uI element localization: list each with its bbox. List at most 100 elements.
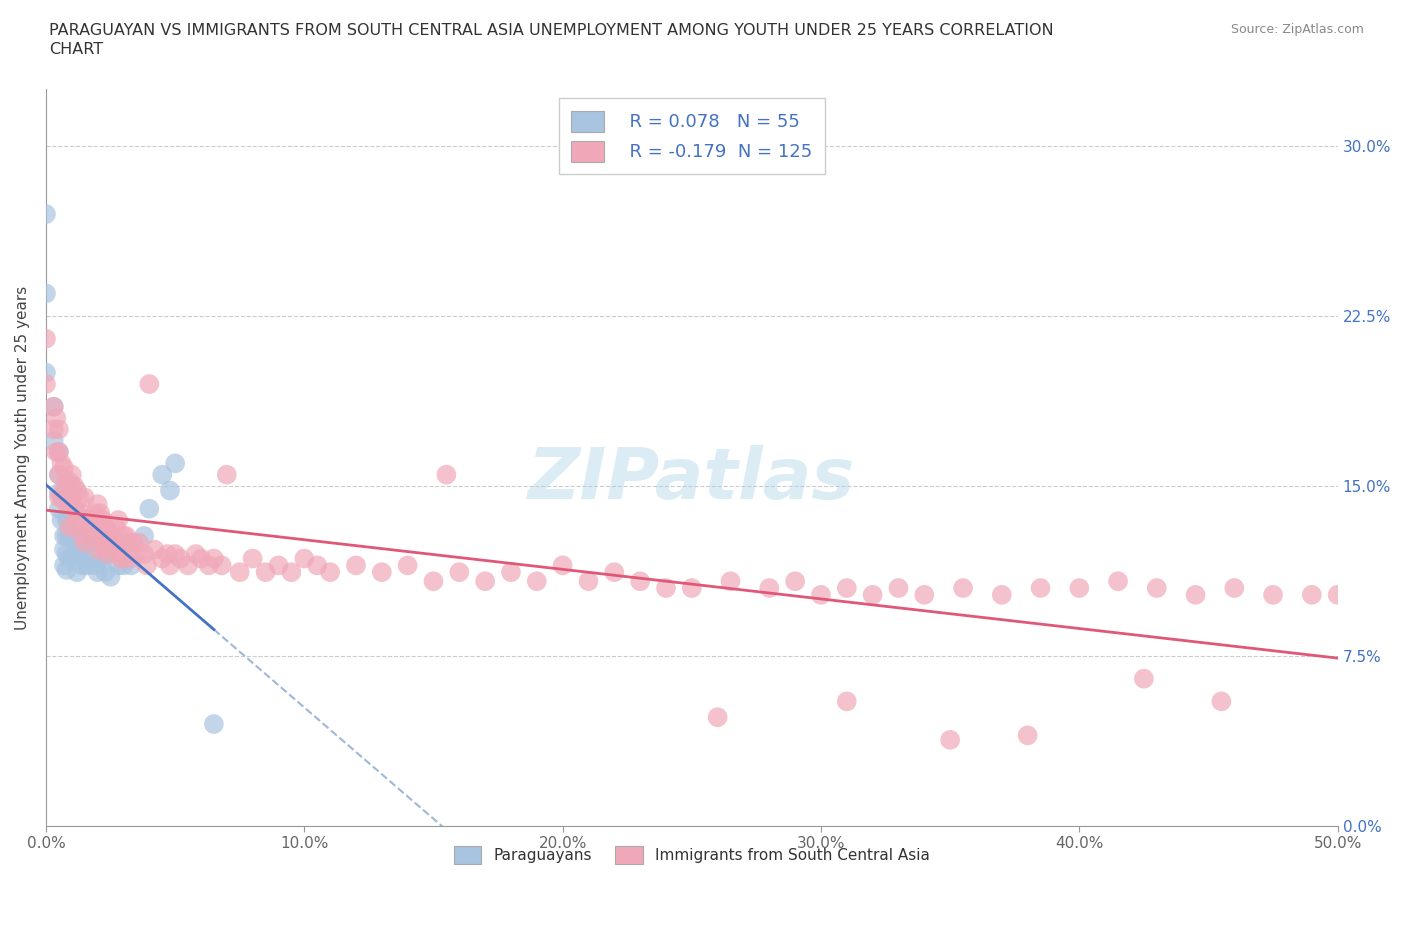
Immigrants from South Central Asia [66,483,89,498]
Immigrants from South Central Asia [58,497,80,512]
Text: Source: ZipAtlas.com: Source: ZipAtlas.com [1230,23,1364,36]
Immigrants from South Central Asia [89,506,111,521]
Immigrants from South Central Asia [45,445,67,459]
Immigrants from South Central Asia [474,574,496,589]
Immigrants from South Central Asia [60,490,83,505]
Immigrants from South Central Asia [434,467,457,482]
Immigrants from South Central Asia [912,588,935,603]
Paraguayans [91,551,114,566]
Immigrants from South Central Asia [42,422,65,437]
Immigrants from South Central Asia [1017,728,1039,743]
Immigrants from South Central Asia [63,519,86,534]
Immigrants from South Central Asia [117,536,139,551]
Immigrants from South Central Asia [1029,580,1052,595]
Immigrants from South Central Asia [125,547,148,562]
Immigrants from South Central Asia [120,551,142,566]
Immigrants from South Central Asia [73,512,96,527]
Immigrants from South Central Asia [344,558,367,573]
Immigrants from South Central Asia [319,565,342,579]
Immigrants from South Central Asia [73,536,96,551]
Text: PARAGUAYAN VS IMMIGRANTS FROM SOUTH CENTRAL ASIA UNEMPLOYMENT AMONG YOUTH UNDER : PARAGUAYAN VS IMMIGRANTS FROM SOUTH CENT… [49,23,1054,38]
Immigrants from South Central Asia [720,574,742,589]
Immigrants from South Central Asia [1261,588,1284,603]
Immigrants from South Central Asia [89,528,111,543]
Paraguayans [107,558,129,573]
Paraguayans [42,433,65,448]
Immigrants from South Central Asia [991,588,1014,603]
Immigrants from South Central Asia [242,551,264,566]
Immigrants from South Central Asia [70,506,93,521]
Immigrants from South Central Asia [499,565,522,579]
Immigrants from South Central Asia [211,558,233,573]
Immigrants from South Central Asia [58,519,80,534]
Immigrants from South Central Asia [86,497,108,512]
Immigrants from South Central Asia [177,558,200,573]
Immigrants from South Central Asia [758,580,780,595]
Immigrants from South Central Asia [53,460,76,475]
Immigrants from South Central Asia [70,528,93,543]
Paraguayans [66,565,89,579]
Immigrants from South Central Asia [110,551,132,566]
Paraguayans [82,551,104,566]
Paraguayans [94,565,117,579]
Paraguayans [165,456,187,471]
Immigrants from South Central Asia [134,547,156,562]
Immigrants from South Central Asia [551,558,574,573]
Paraguayans [97,547,120,562]
Immigrants from South Central Asia [35,377,58,392]
Immigrants from South Central Asia [63,501,86,516]
Paraguayans [112,558,135,573]
Paraguayans [117,536,139,551]
Immigrants from South Central Asia [862,588,884,603]
Paraguayans [55,563,77,578]
Immigrants from South Central Asia [122,536,145,551]
Paraguayans [55,512,77,527]
Paraguayans [82,528,104,543]
Paraguayans [66,547,89,562]
Immigrants from South Central Asia [107,542,129,557]
Paraguayans [35,365,58,380]
Immigrants from South Central Asia [810,588,832,603]
Paraguayans [58,531,80,546]
Immigrants from South Central Asia [267,558,290,573]
Immigrants from South Central Asia [254,565,277,579]
Immigrants from South Central Asia [115,528,138,543]
Paraguayans [63,512,86,527]
Paraguayans [104,536,127,551]
Immigrants from South Central Asia [58,474,80,489]
Immigrants from South Central Asia [835,694,858,709]
Immigrants from South Central Asia [706,710,728,724]
Immigrants from South Central Asia [55,474,77,489]
Immigrants from South Central Asia [128,536,150,551]
Immigrants from South Central Asia [578,574,600,589]
Immigrants from South Central Asia [785,574,807,589]
Paraguayans [134,528,156,543]
Immigrants from South Central Asia [66,506,89,521]
Legend: Paraguayans, Immigrants from South Central Asia: Paraguayans, Immigrants from South Centr… [449,840,936,870]
Immigrants from South Central Asia [1146,580,1168,595]
Paraguayans [66,528,89,543]
Immigrants from South Central Asia [112,528,135,543]
Immigrants from South Central Asia [60,467,83,482]
Immigrants from South Central Asia [449,565,471,579]
Paraguayans [159,483,181,498]
Paraguayans [48,485,70,500]
Immigrants from South Central Asia [94,519,117,534]
Paraguayans [69,524,91,538]
Immigrants from South Central Asia [104,519,127,534]
Paraguayans [53,558,76,573]
Immigrants from South Central Asia [628,574,651,589]
Immigrants from South Central Asia [952,580,974,595]
Immigrants from South Central Asia [101,536,124,551]
Immigrants from South Central Asia [197,558,219,573]
Immigrants from South Central Asia [887,580,910,595]
Immigrants from South Central Asia [107,512,129,527]
Paraguayans [73,528,96,543]
Immigrants from South Central Asia [655,580,678,595]
Immigrants from South Central Asia [73,490,96,505]
Immigrants from South Central Asia [169,551,191,566]
Immigrants from South Central Asia [79,519,101,534]
Paraguayans [60,501,83,516]
Immigrants from South Central Asia [86,542,108,557]
Immigrants from South Central Asia [1107,574,1129,589]
